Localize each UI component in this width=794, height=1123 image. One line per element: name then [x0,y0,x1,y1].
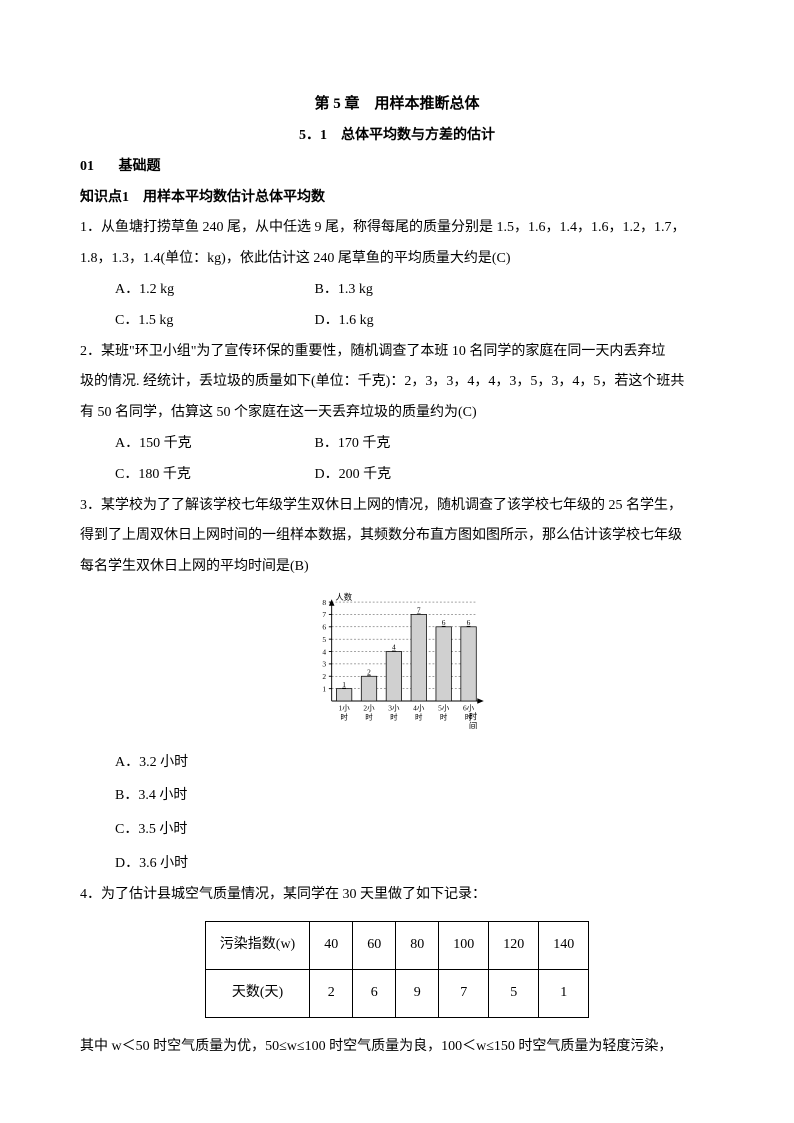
q1-options-row2: C．1.5 kg D．1.6 kg [80,306,714,337]
val-4: 5 [489,969,539,1017]
svg-text:时: 时 [365,712,373,722]
col-2: 80 [396,921,439,969]
q3-stem-b: 得到了上周双休日上网时间的一组样本数据，其频数分布直方图如图所示，那么估计该学校… [80,521,714,552]
q3-opt-b: B．3.4 小时 [115,779,714,813]
q2-opt-d: D．200 千克 [315,460,511,491]
level-heading: 01 基础题 [80,152,714,183]
svg-text:7: 7 [417,606,421,615]
svg-text:8: 8 [322,598,326,607]
q1-stem-b: 1.8，1.3，1.4(单位：kg)，依此估计这 240 尾草鱼的平均质量大约是… [80,244,714,275]
col-3: 100 [439,921,489,969]
svg-text:2: 2 [367,667,371,676]
val-0: 2 [310,969,353,1017]
level-title: 基础题 [119,159,161,174]
svg-text:3小: 3小 [388,703,400,712]
q2-options-row2: C．180 千克 D．200 千克 [80,460,714,491]
svg-text:时: 时 [440,712,448,722]
svg-text:2小: 2小 [363,703,375,712]
chapter-title: 第 5 章 用样本推断总体 [80,88,714,121]
q2-stem-a: 2．某班"环卫小组"为了宣传环保的重要性，随机调查了本班 10 名同学的家庭在同… [80,337,714,368]
svg-text:1: 1 [322,684,326,693]
q2-stem-c: 有 50 名同学，估算这 50 个家庭在这一天丢弃垃圾的质量约为(C) [80,398,714,429]
val-5: 1 [539,969,589,1017]
q2-opt-b: B．170 千克 [315,429,511,460]
svg-text:4: 4 [322,647,326,656]
svg-text:6: 6 [467,618,471,627]
svg-text:时: 时 [469,712,478,722]
q3-opt-a: A．3.2 小时 [115,746,714,780]
q4-stem: 4．为了估计县城空气质量情况，某同学在 30 天里做了如下记录： [80,880,714,911]
svg-text:4小: 4小 [413,703,425,712]
svg-text:7: 7 [322,610,326,619]
q1-opt-d: D．1.6 kg [315,306,511,337]
level-num: 01 [80,159,94,174]
table-row: 天数(天) 2 6 9 7 5 1 [205,969,588,1017]
svg-text:间: 间 [469,722,477,729]
q1-stem-a: 1．从鱼塘打捞草鱼 240 尾，从中任选 9 尾，称得每尾的质量分别是 1.5，… [80,213,714,244]
svg-text:6: 6 [322,623,326,632]
svg-text:4: 4 [392,643,396,652]
q2-stem-b: 圾的情况. 经统计，丢垃圾的质量如下(单位：千克)：2，3，3，4，4，3，5，… [80,367,714,398]
svg-text:时: 时 [340,712,348,722]
table-row: 污染指数(w) 40 60 80 100 120 140 [205,921,588,969]
svg-text:1: 1 [342,680,346,689]
bar-chart-icon: 1234567811小时22小时43小时74小时65小时66小时人数时间 [302,589,492,729]
svg-text:5小: 5小 [438,703,450,712]
q1-opt-c: C．1.5 kg [115,306,311,337]
q2-options-row1: A．150 千克 B．170 千克 [80,429,714,460]
val-2: 9 [396,969,439,1017]
section-title: 5．1 总体平均数与方差的估计 [80,121,714,152]
svg-text:1小: 1小 [339,703,351,712]
q2-opt-a: A．150 千克 [115,429,311,460]
q3-options: A．3.2 小时 B．3.4 小时 C．3.5 小时 D．3.6 小时 [80,746,714,880]
col-5: 140 [539,921,589,969]
val-3: 7 [439,969,489,1017]
q2-opt-c: C．180 千克 [115,460,311,491]
q4-tail: 其中 w＜50 时空气质量为优，50≤w≤100 时空气质量为良，100＜w≤1… [80,1032,714,1063]
svg-text:6: 6 [442,618,446,627]
q4-table: 污染指数(w) 40 60 80 100 120 140 天数(天) 2 6 9… [205,921,589,1018]
svg-text:3: 3 [322,660,326,669]
val-1: 6 [353,969,396,1017]
svg-text:时: 时 [390,712,398,722]
knowledge-point: 知识点1 用样本平均数估计总体平均数 [80,183,714,214]
q1-options-row1: A．1.2 kg B．1.3 kg [80,275,714,306]
col-4: 120 [489,921,539,969]
col-1: 60 [353,921,396,969]
svg-text:5: 5 [322,635,326,644]
col-0: 40 [310,921,353,969]
q3-stem-a: 3．某学校为了了解该学校七年级学生双休日上网的情况，随机调查了该学校七年级的 2… [80,491,714,522]
svg-text:2: 2 [322,672,326,681]
svg-text:人数: 人数 [335,592,352,602]
row-label: 天数(天) [205,969,309,1017]
q3-opt-d: D．3.6 小时 [115,847,714,881]
q3-chart: 1234567811小时22小时43小时74小时65小时66小时人数时间 [80,589,714,742]
q1-opt-b: B．1.3 kg [315,275,511,306]
q3-stem-c: 每名学生双休日上网的平均时间是(B) [80,552,714,583]
svg-text:时: 时 [415,712,423,722]
table-header: 污染指数(w) [205,921,309,969]
q1-opt-a: A．1.2 kg [115,275,311,306]
svg-text:6小: 6小 [463,703,475,712]
q3-opt-c: C．3.5 小时 [115,813,714,847]
